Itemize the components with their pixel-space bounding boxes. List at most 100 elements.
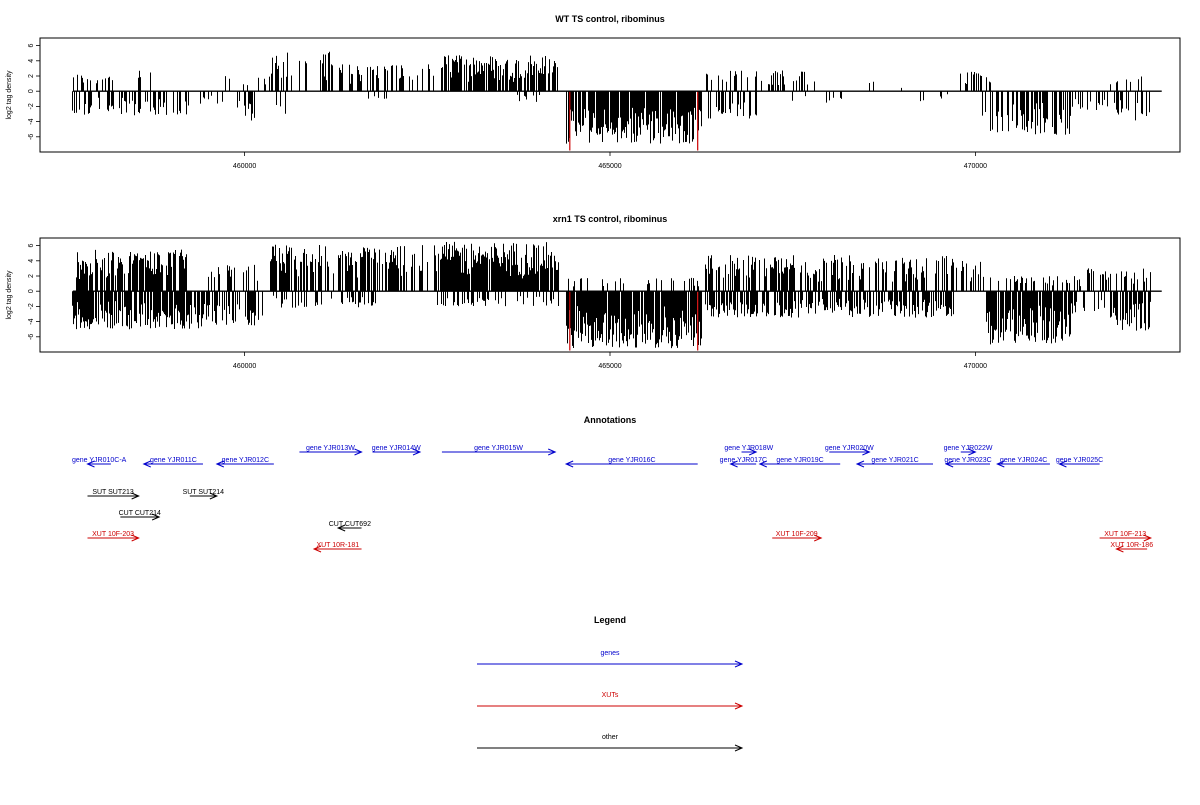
- feature-arrowhead: [729, 460, 738, 468]
- y-tick-label: 4: [28, 59, 35, 63]
- feature-label: gene YJR021C: [871, 457, 918, 464]
- feature-arrowhead: [564, 460, 574, 468]
- feature-arrowhead: [748, 448, 758, 456]
- y-tick-label: -6: [28, 334, 35, 340]
- y-tick-label: 4: [28, 259, 35, 263]
- x-tick-label: 465000: [598, 163, 621, 170]
- feature-label: gene YJR012C: [222, 457, 269, 464]
- feature-cut-cut692: CUT CUT692: [329, 521, 371, 532]
- x-tick-label: 470000: [964, 363, 987, 370]
- feature-arrowhead: [547, 448, 557, 456]
- track-panel-2: xrn1 TS control, ribominus 6 4 2 0 -2 -4 -6 log2…: [6, 214, 1181, 370]
- feature-label: gene YJR023C: [944, 457, 991, 464]
- feature-label: gene YJR013W: [306, 445, 355, 452]
- feature-sut-sut213: SUT SUT213: [87, 489, 140, 500]
- feature-arrowhead: [758, 460, 768, 468]
- feature-arrowhead: [336, 524, 346, 532]
- feature-label: XUT 10F-213: [1104, 531, 1146, 538]
- y-tick-label: -2: [28, 103, 35, 109]
- feature-label: gene YJR025C: [1056, 457, 1103, 464]
- feature-gene-yjr017c: gene YJR017C: [720, 457, 767, 468]
- feature-gene-yjr018w: gene YJR018W: [724, 445, 774, 456]
- feature-label: XUT 10F-203: [92, 531, 134, 538]
- feature-gene-yjr019c: gene YJR019C: [758, 457, 841, 468]
- feature-gene-yjr010c-a: gene YJR010C-A: [72, 457, 127, 468]
- feature-label: CUT CUT692: [329, 521, 371, 528]
- feature-label: gene YJR018W: [724, 445, 773, 452]
- feature-label: gene YJR011C: [150, 457, 197, 464]
- feature-gene-yjr011c: gene YJR011C: [142, 457, 203, 468]
- legend-arrowhead: [734, 702, 744, 710]
- feature-arrowhead: [813, 534, 823, 542]
- feature-arrowhead: [944, 460, 954, 468]
- y-tick-label: -4: [28, 118, 35, 124]
- legend-arrowhead: [734, 744, 744, 752]
- feature-arrowhead: [151, 513, 161, 521]
- feature-label: SUT SUT213: [92, 489, 134, 496]
- feature-gene-yjr012c: gene YJR012C: [215, 457, 274, 468]
- feature-label: XUT 10F-209: [776, 531, 818, 538]
- y-tick-label: 6: [28, 44, 35, 48]
- y-tick-label: 2: [28, 274, 35, 278]
- feature-arrowhead: [131, 534, 140, 542]
- feature-sut-sut214: SUT SUT214: [183, 489, 225, 500]
- track-panel-1: WT TS control, ribominus 6 4 2 0 -2 -4 -6 log2 t…: [6, 14, 1181, 170]
- feature-arrowhead: [86, 460, 95, 468]
- feature-gene-yjr015w: gene YJR015W: [441, 445, 557, 456]
- feature-xut-10r-186: XUT 10R-186: [1110, 542, 1153, 553]
- legend-item-genes: genes: [477, 650, 744, 668]
- feature-arrowhead: [1115, 545, 1124, 553]
- x-tick-label: 460000: [233, 163, 256, 170]
- feature-xut-10f-209: XUT 10F-209: [772, 531, 823, 542]
- x-tick-label: 470000: [964, 163, 987, 170]
- feature-gene-yjr021c: gene YJR021C: [855, 457, 933, 468]
- signal-bars: [72, 241, 1151, 351]
- feature-label: CUT CUT214: [119, 510, 161, 517]
- annotations-panel: Annotations gene YJR010C-A gene YJR011C gen…: [72, 415, 1153, 553]
- feature-xut-10f-203: XUT 10F-203: [87, 531, 140, 542]
- feature-label: gene YJR019C: [776, 457, 823, 464]
- feature-gene-yjr022w: gene YJR022W: [944, 445, 993, 456]
- y-tick-label: -6: [28, 134, 35, 140]
- feature-arrowhead: [215, 460, 225, 468]
- feature-cut-cut214: CUT CUT214: [119, 510, 161, 521]
- feature-arrowhead: [968, 448, 977, 456]
- feature-label: gene YJR017C: [720, 457, 767, 464]
- feature-label: gene YJR022W: [944, 445, 993, 452]
- y-tick-label: 2: [28, 74, 35, 78]
- y-axis-label: log2 tag density: [6, 70, 13, 120]
- feature-arrowhead: [354, 448, 363, 456]
- legend-arrowhead: [734, 660, 744, 668]
- legend-item-other: other: [477, 734, 744, 752]
- legend-title: Legend: [594, 615, 626, 625]
- y-axis-label: log2 tag density: [6, 270, 13, 320]
- track-panels: WT TS control, ribominus 6 4 2 0 -2 -4 -6 log2 t…: [6, 14, 1181, 370]
- legend-panel: Legend genes XUTs other: [477, 615, 744, 752]
- feature-label: gene YJR010C-A: [72, 457, 127, 464]
- feature-gene-yjr013w: gene YJR013W: [299, 445, 363, 456]
- annotations-title: Annotations: [584, 415, 637, 425]
- feature-label: SUT SUT214: [183, 489, 225, 496]
- x-tick-label: 465000: [598, 363, 621, 370]
- feature-gene-yjr016c: gene YJR016C: [564, 457, 698, 468]
- feature-label: gene YJR020W: [825, 445, 874, 452]
- legend-item-xuts: XUTs: [477, 692, 744, 710]
- feature-label: gene YJR014W: [372, 445, 421, 452]
- feature-arrowhead: [312, 545, 322, 553]
- feature-arrowhead: [209, 492, 219, 500]
- panel-title: xrn1 TS control, ribominus: [553, 214, 668, 224]
- y-tick-label: 0: [28, 289, 35, 293]
- feature-gene-yjr023c: gene YJR023C: [944, 457, 992, 468]
- feature-arrowhead: [1058, 460, 1067, 468]
- feature-label: XUT 10R-186: [1110, 542, 1153, 549]
- signal-bars: [72, 51, 1150, 151]
- feature-gene-yjr014w: gene YJR014W: [372, 445, 422, 456]
- legend-label: genes: [600, 650, 620, 657]
- feature-gene-yjr024c: gene YJR024C: [996, 457, 1050, 468]
- legend-label: other: [602, 734, 619, 741]
- feature-arrowhead: [855, 460, 865, 468]
- feature-label: gene YJR024C: [1000, 457, 1047, 464]
- y-tick-label: -2: [28, 303, 35, 309]
- feature-label: gene YJR015W: [474, 445, 523, 452]
